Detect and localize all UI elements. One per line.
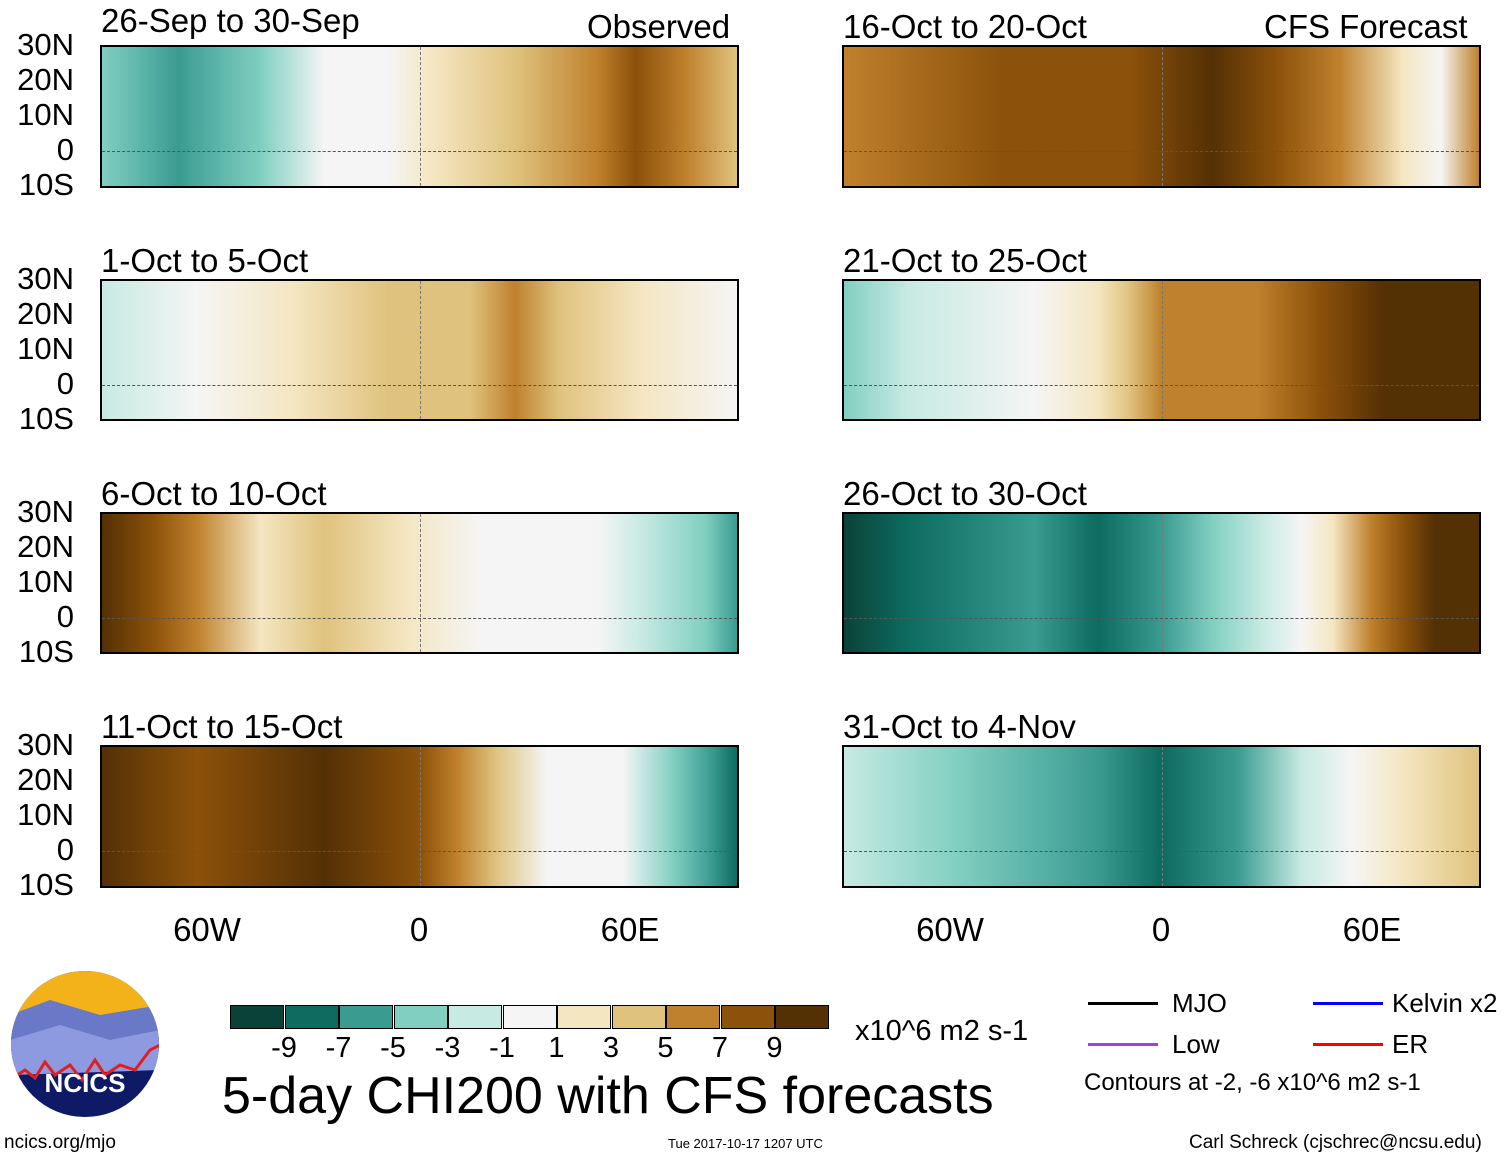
prime-meridian-line [1161,47,1163,186]
panel-title: 11-Oct to 15-Oct [101,708,343,745]
er-legend-line [1313,1043,1383,1046]
colorbar-swatch [230,1005,284,1029]
mjo-legend-label: MJO [1172,988,1227,1018]
colorbar-label: -1 [489,1032,515,1064]
map-panel [100,45,739,188]
colorbar-swatch [720,1005,775,1029]
lat-label: 10N [17,797,74,832]
map-panel [842,745,1481,888]
kelvin-legend-label: Kelvin x2 [1392,988,1498,1018]
lat-label: 10N [17,97,74,132]
colorbar-label: -3 [434,1032,461,1064]
colorbar-swatch [339,1005,393,1029]
lat-label: 20N [17,529,74,564]
prime-meridian-line [419,747,421,886]
panel-title: 16-Oct to 20-Oct [843,8,1087,45]
map-panel [842,512,1481,654]
colorbar-label: 5 [657,1032,674,1064]
prime-meridian-line [419,281,421,419]
map-panel [100,745,739,888]
map-panel [100,279,739,421]
prime-meridian-line [419,514,421,652]
footer-url[interactable]: ncics.org/mjo [4,1132,116,1153]
colorbar-swatch [502,1005,557,1029]
map-panel [842,45,1481,188]
footer-timestamp: Tue 2017-10-17 1207 UTC [668,1136,823,1151]
colorbar-label: 1 [548,1032,565,1064]
colorbar-swatch [448,1005,502,1029]
prime-meridian-line [1161,747,1163,886]
lat-label: 10N [17,564,74,599]
lon-label: 60W [173,911,241,948]
lat-label: 20N [17,296,74,331]
kelvin-legend-line [1313,1002,1383,1005]
lon-label: 60E [600,911,660,948]
ncics-logo: NCICS [10,970,160,1118]
lon-label: 0 [409,911,429,948]
lat-label: 30N [17,494,74,529]
colorbar-swatch [611,1005,666,1029]
lat-label: 20N [17,762,74,797]
lat-label: 30N [17,261,74,296]
panel-tag-observed: Observed [587,8,731,45]
lat-label: 10N [17,331,74,366]
map-panel [100,512,739,654]
panel-title: 26-Oct to 30-Oct [843,475,1087,512]
lat-label: 10S [18,167,74,202]
logo-text: NCICS [45,1068,126,1098]
lon-label: 0 [1151,911,1171,948]
prime-meridian-line [1161,281,1163,419]
figure-title: 5-day CHI200 with CFS forecasts [222,1067,994,1125]
lat-label: 10S [18,867,74,902]
colorbar-label: 7 [711,1032,729,1064]
lat-label: 10S [18,401,74,436]
footer-author: Carl Schreck (cjschrec@ncsu.edu) [1189,1132,1482,1153]
low-legend-line [1088,1043,1158,1046]
prime-meridian-line [419,47,421,186]
colorbar-swatch [557,1005,611,1029]
panel-tag-forecast: CFS Forecast [1264,8,1468,45]
lat-label: 10S [18,634,74,669]
lat-label: 0 [56,599,74,634]
lat-label: 0 [56,132,74,167]
colorbar-label: 9 [766,1032,783,1064]
colorbar-swatch [666,1005,720,1029]
colorbar-swatch [393,1005,448,1029]
lat-label: 0 [56,832,74,867]
contour-note: Contours at -2, -6 x10^6 m2 s-1 [1084,1069,1421,1096]
mjo-legend-line [1088,1002,1158,1005]
panel-title: 21-Oct to 25-Oct [843,242,1087,279]
panel-title: 1-Oct to 5-Oct [101,242,309,279]
low-legend-label: Low [1172,1029,1220,1059]
colorbar-swatch [284,1005,339,1029]
panel-title: 6-Oct to 10-Oct [101,475,327,512]
er-legend-label: ER [1392,1029,1429,1059]
panel-title: 26-Sep to 30-Sep [101,2,360,39]
map-panel [842,279,1481,421]
lon-label: 60E [1342,911,1402,948]
lat-label: 0 [56,366,74,401]
colorbar-label: 3 [602,1032,620,1064]
prime-meridian-line [1161,514,1163,652]
lon-label: 60W [916,911,984,948]
lat-label: 20N [17,62,74,97]
colorbar-units: x10^6 m2 s-1 [855,1015,1029,1047]
lat-label: 30N [17,27,74,62]
colorbar-label: -9 [271,1032,297,1064]
panel-title: 31-Oct to 4-Nov [843,708,1076,745]
colorbar-swatch [775,1005,829,1029]
colorbar-label: -5 [380,1032,406,1064]
colorbar-label: -7 [325,1032,352,1064]
lat-label: 30N [17,727,74,762]
